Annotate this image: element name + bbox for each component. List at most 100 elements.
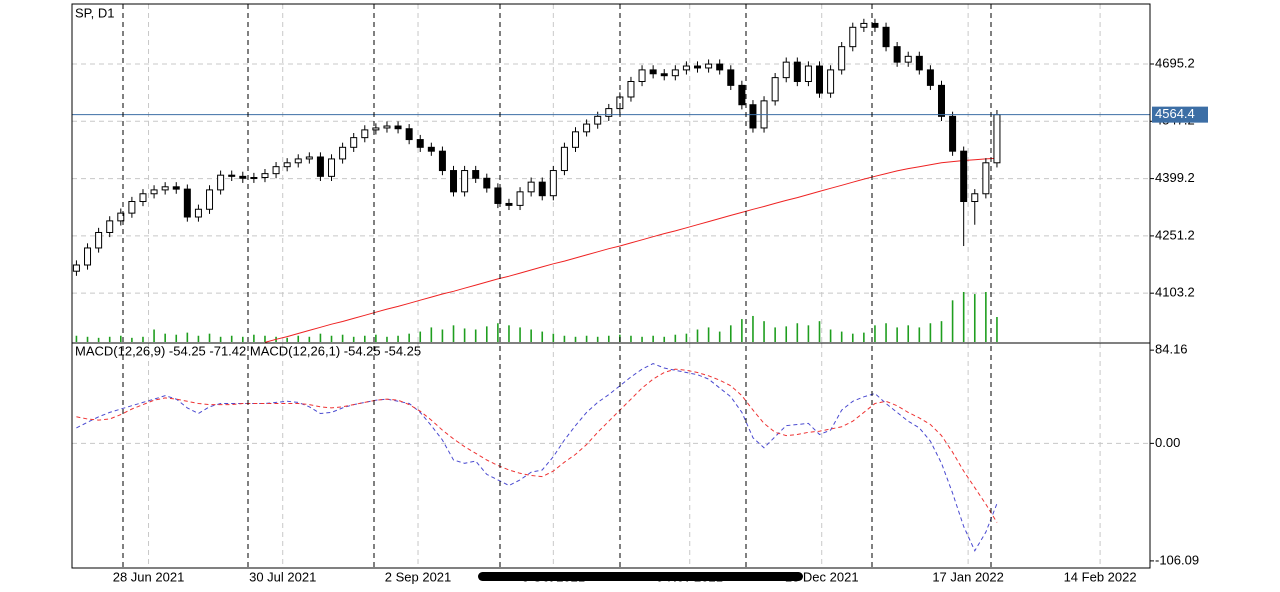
volume-bar	[86, 336, 89, 342]
volume-bar	[907, 325, 910, 342]
candle-body	[627, 81, 635, 98]
volume-bar	[752, 315, 754, 342]
volume-bar	[596, 336, 599, 342]
volume-bar	[519, 327, 521, 342]
candle-body	[971, 193, 979, 203]
volume-bar	[652, 335, 654, 342]
candle-body	[339, 146, 347, 160]
volume-bar	[951, 300, 954, 342]
candle-body	[316, 156, 324, 177]
volume-bar	[985, 292, 987, 342]
volume-bar	[707, 327, 710, 342]
volume-bar	[197, 335, 200, 342]
candle-body	[860, 22, 868, 28]
volume-bar	[962, 292, 965, 342]
candle-body	[871, 22, 879, 28]
candle-body	[461, 170, 469, 193]
volume-bar	[718, 331, 721, 342]
volume-bar	[818, 321, 821, 342]
volume-bar	[497, 323, 499, 342]
candle-body	[960, 150, 968, 203]
candle-body	[583, 123, 591, 133]
candle-body	[727, 69, 735, 86]
volume-bar	[75, 335, 78, 342]
volume-bar	[785, 326, 788, 342]
candle-body	[605, 108, 613, 117]
candle-body	[361, 129, 369, 139]
candle-body	[638, 69, 646, 83]
candle-body	[117, 212, 125, 222]
volume-bar	[929, 323, 932, 342]
volume-bar	[319, 333, 322, 342]
candle-body	[749, 104, 757, 129]
candle-body	[494, 187, 502, 204]
volume-bar	[663, 336, 666, 342]
candle-body	[305, 156, 313, 160]
volume-bar	[807, 325, 810, 342]
x-tick-label: 2 Sep 2021	[385, 569, 452, 584]
candle-body	[239, 175, 247, 179]
redaction	[478, 572, 803, 581]
volume-bar	[763, 321, 765, 342]
candle-body	[982, 162, 990, 195]
candle-body	[416, 139, 424, 148]
candle-body	[527, 181, 535, 193]
volume-bar	[685, 333, 688, 342]
candle-body	[72, 264, 80, 272]
y-tick-label: 4251.2	[1155, 227, 1195, 242]
y-tick-label: -106.09	[1155, 552, 1199, 567]
candle-body	[472, 170, 480, 179]
candle-body	[793, 61, 801, 83]
period-separators	[122, 4, 992, 568]
volume-bar	[840, 331, 843, 342]
volume-bar	[286, 337, 288, 342]
volume-bar	[164, 333, 166, 342]
candle-body	[206, 189, 214, 210]
y-tick-label: 4695.2	[1155, 55, 1195, 70]
moving-average	[264, 157, 998, 343]
volume-bar	[851, 333, 854, 342]
candle-body	[261, 173, 269, 179]
candle-body	[450, 170, 458, 193]
volume-bar	[119, 335, 122, 342]
candle-body	[694, 65, 702, 69]
volume-bar	[474, 329, 477, 342]
volume-bar	[186, 332, 189, 342]
candle-body	[84, 247, 92, 266]
candle-body	[372, 127, 380, 131]
candle-body	[228, 174, 236, 177]
candle-body	[483, 177, 491, 189]
volume-bar	[696, 329, 699, 342]
volume-bar	[131, 337, 133, 342]
candle-body	[849, 26, 857, 48]
candle-body	[172, 186, 180, 190]
candle-body	[660, 73, 668, 77]
volume-bar	[441, 329, 444, 342]
volume-bar	[741, 319, 743, 342]
volume-bar	[153, 329, 155, 342]
volume-bar	[308, 336, 311, 342]
volume-bar	[607, 335, 610, 342]
candle-body	[250, 177, 258, 180]
x-tick-label: 17 Jan 2022	[932, 569, 1004, 584]
chart-title: SP, D1	[75, 5, 115, 20]
volume-bar	[253, 334, 255, 342]
volume-bar	[729, 325, 732, 342]
candle-body	[294, 158, 302, 164]
candle-body	[816, 65, 824, 94]
candle-body	[538, 181, 546, 197]
candle-body	[427, 146, 435, 152]
volume-bar	[175, 334, 178, 342]
volume-bar	[885, 323, 887, 342]
volume-bar	[563, 335, 566, 342]
candle-body	[272, 166, 280, 175]
candle-body	[594, 115, 602, 125]
volume-bar	[574, 336, 577, 342]
volume-bar	[419, 331, 422, 342]
volume-bar	[208, 333, 211, 342]
volume-bar	[386, 336, 388, 342]
candle-body	[217, 174, 225, 191]
candle-body	[139, 193, 147, 203]
